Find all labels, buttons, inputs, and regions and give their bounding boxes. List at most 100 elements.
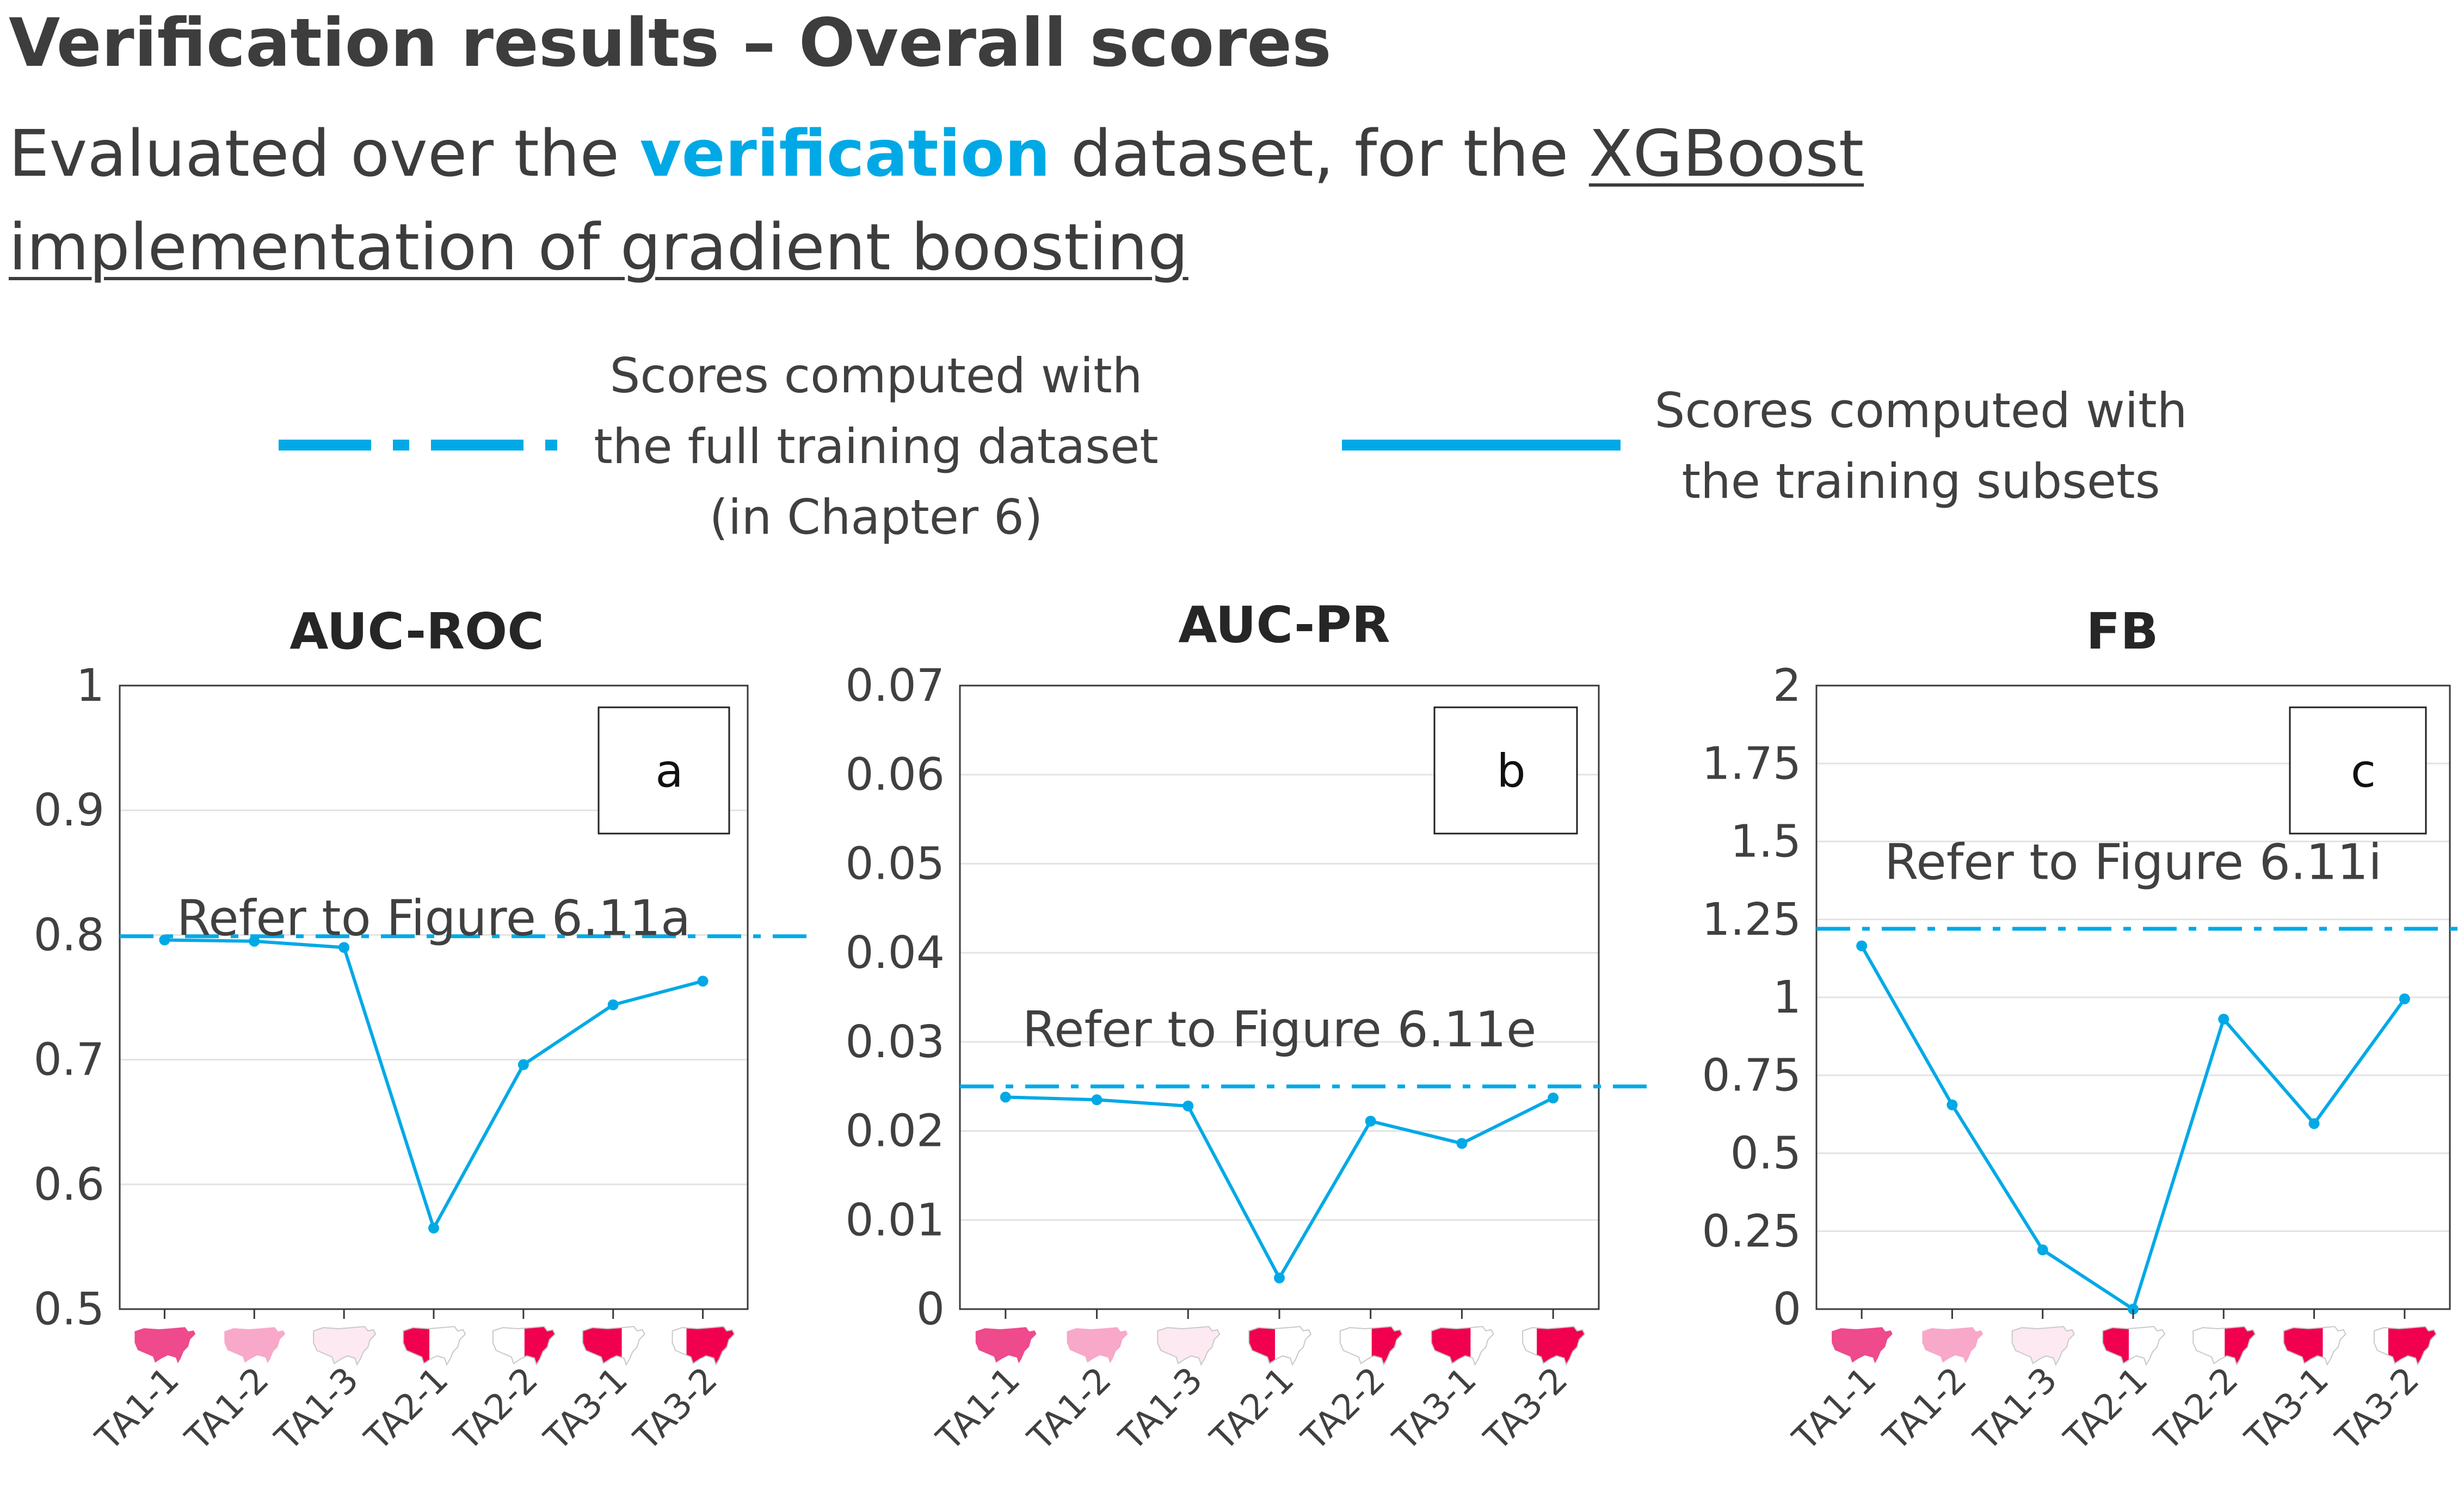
y-tick-label: 0.8 [34, 909, 104, 961]
y-tick-label: 1.25 [1702, 894, 1801, 946]
map-icon [1831, 1325, 1894, 1366]
x-category-label: TA3-1 [2238, 1360, 2337, 1459]
y-tick-label: 0.6 [34, 1159, 104, 1211]
x-category-label: TA1-2 [1020, 1360, 1119, 1459]
x-category-label: TA1-3 [1112, 1360, 1211, 1459]
map-base [2012, 1327, 2074, 1365]
map-outline [492, 1325, 556, 1366]
map-icon [223, 1325, 287, 1366]
panel-letter: c [2351, 744, 2376, 798]
map-icon [2192, 1325, 2256, 1366]
data-point [2308, 1118, 2320, 1130]
subtitle-prefix: Evaluated over the [9, 116, 640, 191]
panel-letter-box [1433, 706, 1578, 835]
panel-letter-box [597, 706, 730, 835]
map-icon [1921, 1325, 1985, 1366]
subtitle-link[interactable]: XGBoost implementation of gradient boost… [9, 116, 1864, 285]
data-point [1946, 1099, 1958, 1111]
x-category-label: TA1-1 [88, 1360, 187, 1459]
map-outline [1831, 1325, 1894, 1366]
map-base [975, 1327, 1037, 1365]
map-icon [492, 1325, 556, 1366]
reference-label: Refer to Figure 6.11i [1884, 834, 2382, 891]
map-region-blank [1470, 1327, 1494, 1365]
map-icon [1065, 1325, 1129, 1366]
legend-full-line-3: (in Chapter 6) [709, 489, 1043, 545]
data-point [1365, 1115, 1376, 1127]
y-tick-label: 0.01 [845, 1194, 945, 1246]
data-point [1856, 940, 1868, 952]
map-outline [313, 1325, 377, 1366]
map-outline [2011, 1325, 2075, 1366]
x-category-label: TA2-1 [1203, 1360, 1302, 1459]
legend-full-line-2: the full training dataset [594, 418, 1159, 474]
map-icon [672, 1325, 735, 1366]
map-icon [974, 1325, 1038, 1366]
map-outline [133, 1325, 197, 1366]
subtitle-middle: dataset, for the [1050, 116, 1589, 191]
map-icon [313, 1325, 377, 1366]
x-category-label: TA3-1 [1385, 1360, 1484, 1459]
map-base [1921, 1327, 1984, 1365]
legend-full-dataset: Scores computed with the full training d… [566, 341, 1186, 553]
data-point [428, 1223, 439, 1234]
data-point [1456, 1138, 1468, 1149]
chart-title: FB [2086, 602, 2159, 661]
map-base [224, 1327, 286, 1365]
map-outline [2373, 1325, 2437, 1366]
page-subtitle: Evaluated over the verification dataset,… [9, 107, 2349, 294]
legend-training-subsets: Scores computed with the training subset… [1622, 375, 2220, 517]
data-point [697, 976, 709, 987]
map-region-blank [621, 1327, 645, 1365]
data-point [1091, 1094, 1102, 1106]
x-category-label: TA1-3 [1966, 1360, 2065, 1459]
map-outline [2283, 1325, 2346, 1366]
y-tick-label: 1.5 [1730, 816, 1801, 868]
x-category-label: TA2-1 [2056, 1360, 2155, 1459]
map-icon [1248, 1325, 1312, 1366]
data-point [1548, 1092, 1559, 1103]
x-category-label: TA1-2 [1876, 1360, 1975, 1459]
map-icon [1522, 1325, 1586, 1366]
map-outline [1921, 1325, 1985, 1366]
x-category-label: TA1-2 [178, 1360, 277, 1459]
map-outline [582, 1325, 645, 1366]
map-base [313, 1327, 376, 1365]
reference-label: Refer to Figure 6.11a [177, 890, 691, 947]
data-point [338, 942, 350, 953]
x-category-label: TA2-2 [2147, 1360, 2246, 1459]
data-point [2399, 993, 2410, 1004]
x-category-label: TA3-2 [626, 1360, 725, 1459]
map-icon [403, 1325, 466, 1366]
map-icon [2011, 1325, 2075, 1366]
map-icon [582, 1325, 645, 1366]
y-tick-label: 2 [1773, 660, 1801, 712]
map-icon [1431, 1325, 1494, 1366]
subtitle-highlight: verification [639, 116, 1051, 191]
x-category-label: TA3-1 [537, 1360, 636, 1459]
x-category-label: TA1-3 [267, 1360, 366, 1459]
data-point [518, 1059, 529, 1070]
y-tick-label: 0.02 [845, 1106, 945, 1157]
y-tick-label: 0.07 [845, 660, 945, 712]
legend-full-line-1: Scores computed with [609, 348, 1143, 404]
map-outline [1248, 1325, 1312, 1366]
data-point [249, 935, 260, 947]
data-point [1182, 1100, 1194, 1112]
y-tick-label: 0.7 [34, 1034, 104, 1086]
data-point [2037, 1244, 2048, 1256]
panel-letter-box [2289, 706, 2427, 835]
map-base [134, 1327, 196, 1365]
y-tick-label: 1.75 [1702, 738, 1801, 789]
y-tick-label: 0.5 [34, 1284, 104, 1335]
x-category-label: TA2-1 [357, 1360, 456, 1459]
map-outline [1431, 1325, 1494, 1366]
y-tick-label: 0 [916, 1284, 945, 1335]
map-outline [223, 1325, 287, 1366]
y-tick-label: 0.06 [845, 749, 945, 801]
y-tick-label: 0.5 [1730, 1128, 1801, 1180]
y-tick-label: 1 [1773, 972, 1801, 1023]
y-tick-label: 0.9 [34, 785, 104, 836]
legend-subsets-line-2: the training subsets [1681, 453, 2160, 509]
